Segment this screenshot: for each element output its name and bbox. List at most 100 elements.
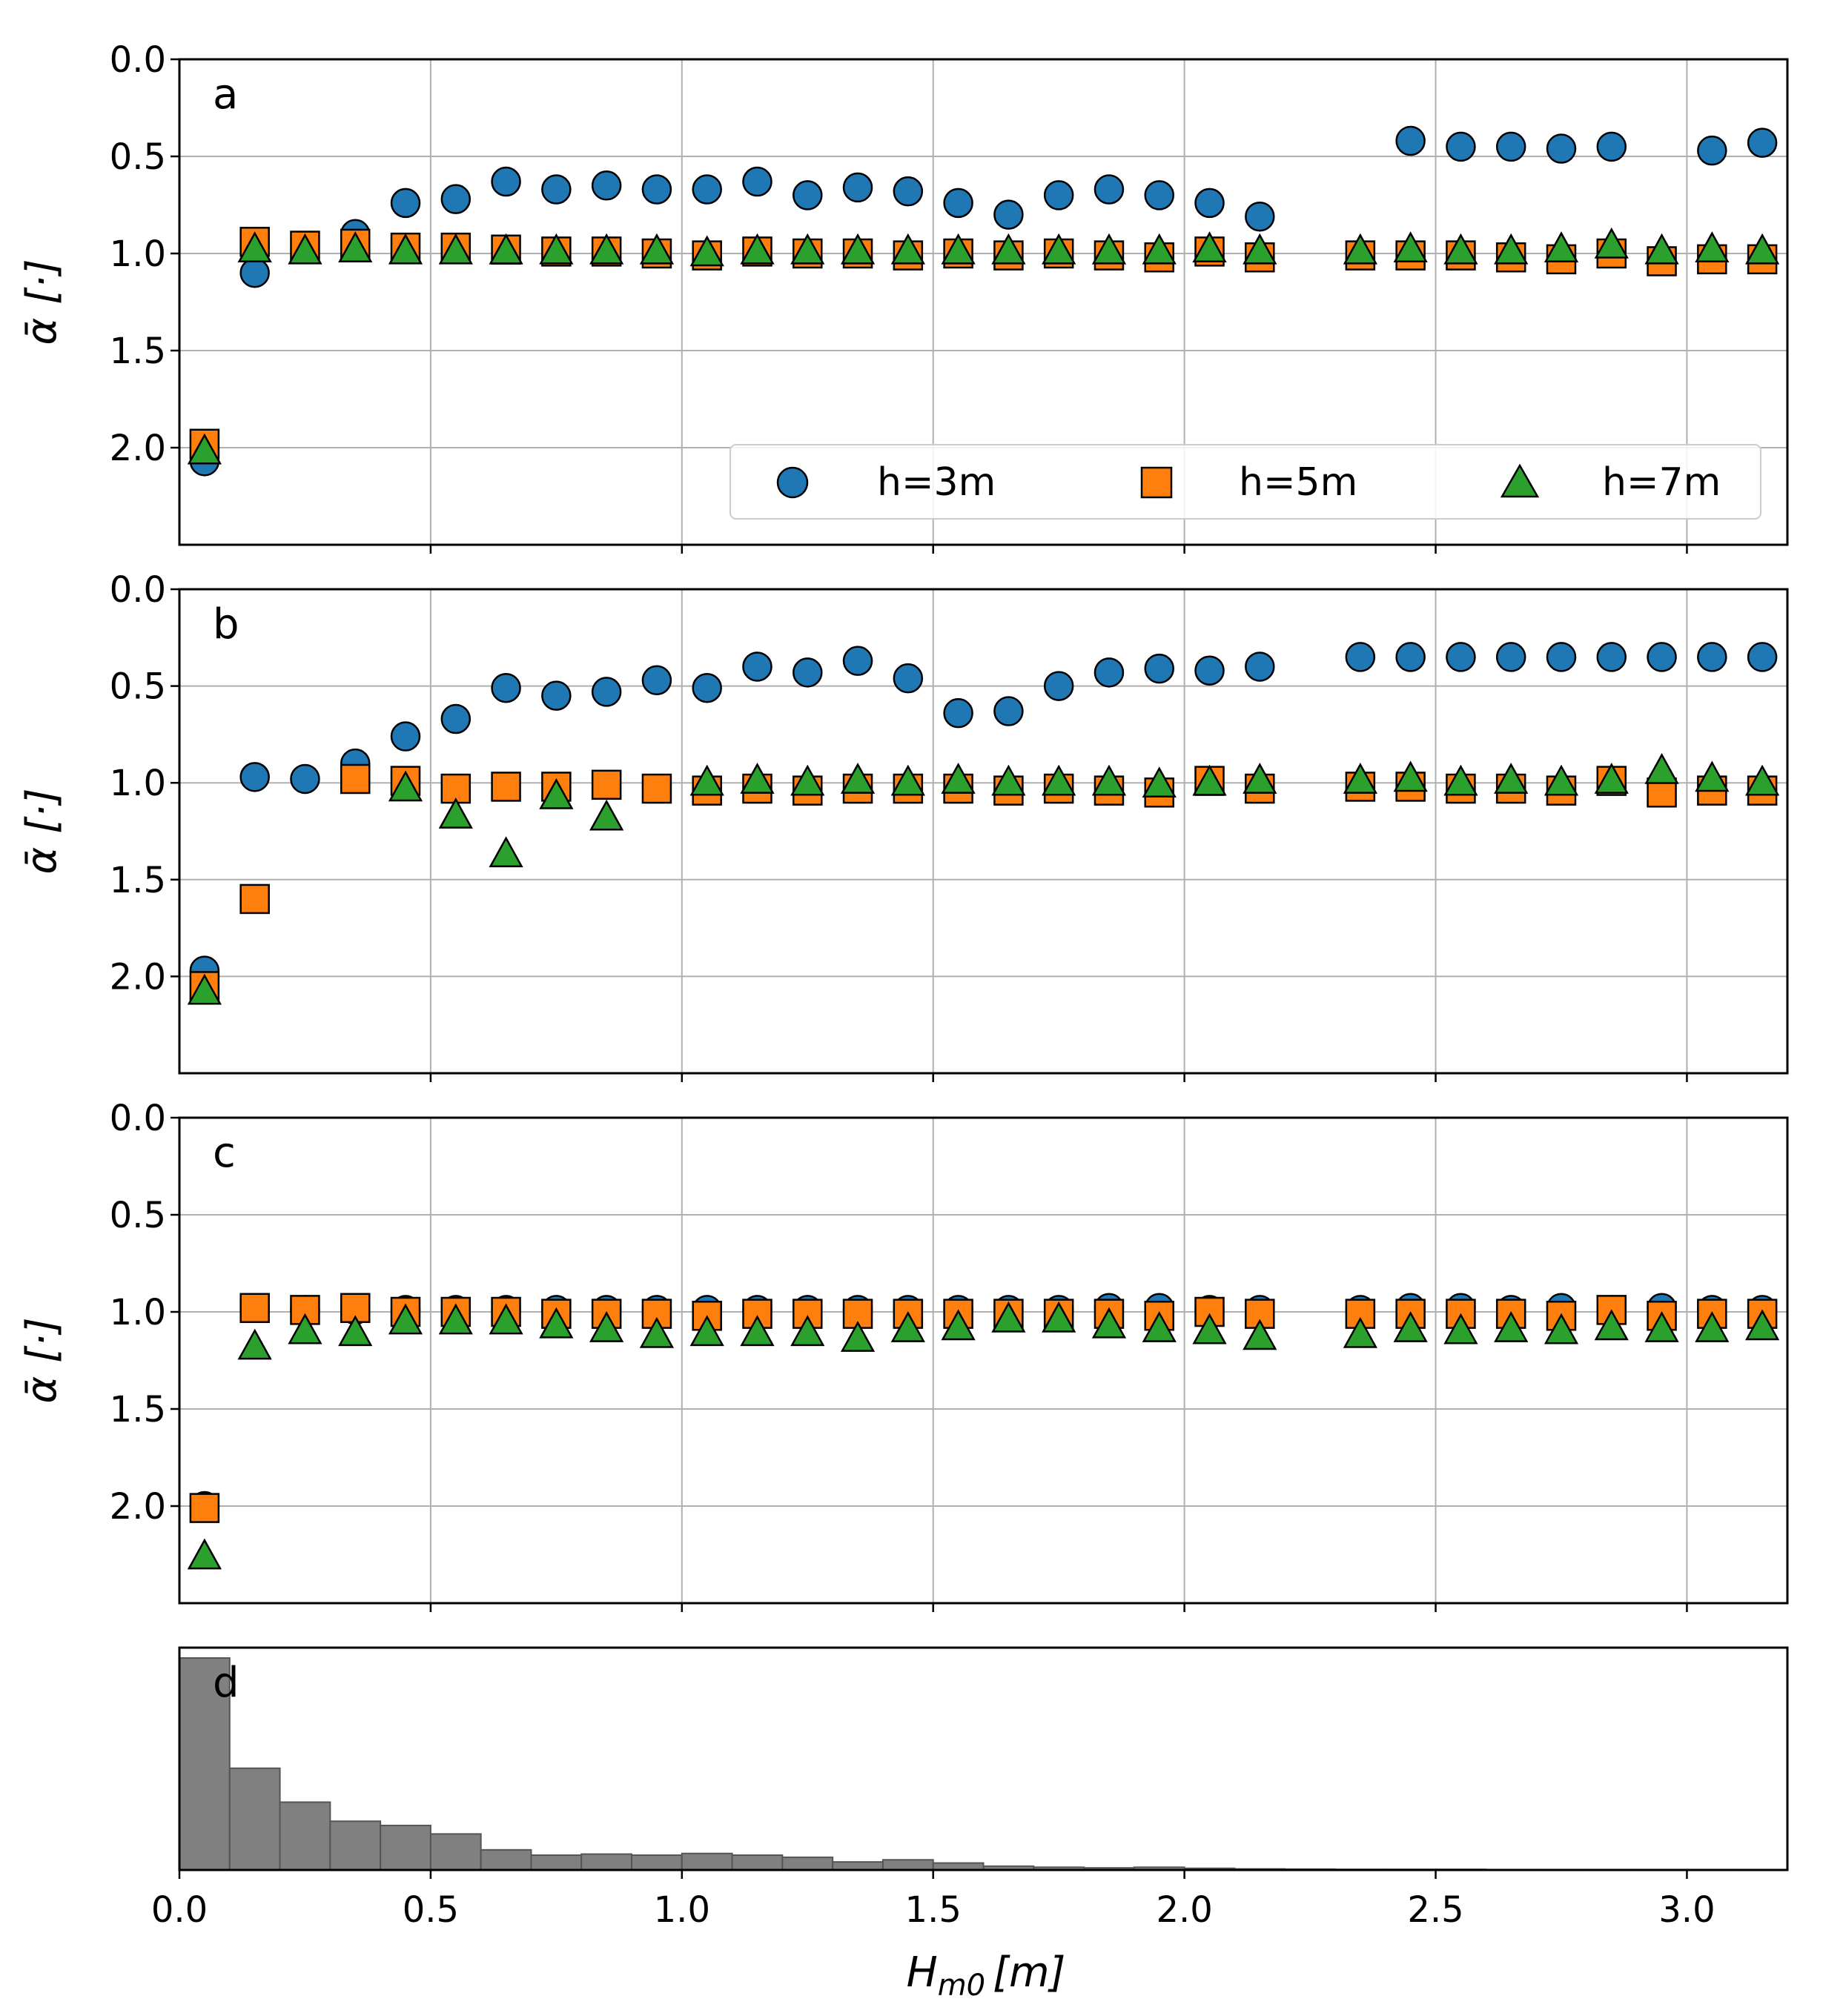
data-point-circle bbox=[1747, 642, 1778, 672]
x-tick-label: 1.5 bbox=[905, 1889, 962, 1931]
y-tick-label: 2.0 bbox=[110, 956, 166, 998]
panel-a-label: a bbox=[213, 70, 238, 119]
legend-frame bbox=[729, 444, 1761, 520]
panel-c-scatter: 0.0 0.5 1.0 1.5 2.0 c ᾱ [·] bbox=[18, 1098, 1789, 1612]
data-point-circle bbox=[993, 696, 1024, 726]
data-point-circle bbox=[1697, 135, 1727, 166]
data-point-square bbox=[239, 883, 270, 915]
data-point-circle bbox=[390, 721, 421, 752]
data-point-triangle bbox=[1544, 1313, 1579, 1344]
data-point-square bbox=[591, 769, 622, 800]
data-point-circle bbox=[641, 665, 672, 696]
y-tick-label: 0.0 bbox=[110, 569, 166, 611]
data-point-triangle bbox=[589, 799, 624, 831]
data-point-circle bbox=[239, 257, 270, 288]
data-point-circle bbox=[1194, 655, 1225, 686]
y-tick-label: 0.5 bbox=[110, 666, 166, 708]
data-point-triangle bbox=[1042, 233, 1076, 265]
x-axis-label: Hm0 [m] bbox=[907, 1949, 1066, 2003]
data-point-triangle bbox=[1544, 764, 1579, 796]
data-point-triangle bbox=[438, 1303, 473, 1335]
data-point-square bbox=[340, 763, 371, 795]
data-point-circle bbox=[1144, 180, 1174, 210]
data-point-triangle bbox=[489, 836, 523, 868]
data-point-triangle bbox=[1343, 1316, 1377, 1348]
data-point-triangle bbox=[1243, 1319, 1277, 1350]
data-point-triangle bbox=[187, 973, 222, 1005]
data-point-circle bbox=[390, 188, 421, 219]
data-point-circle bbox=[943, 188, 973, 219]
data-point-triangle bbox=[790, 764, 825, 796]
histogram-bar bbox=[480, 1848, 532, 1871]
histogram-bar bbox=[832, 1861, 884, 1871]
data-point-circle bbox=[692, 672, 722, 703]
data-point-circle bbox=[1446, 131, 1476, 162]
histogram-bar bbox=[681, 1852, 733, 1871]
y-tick-label: 0.0 bbox=[110, 1098, 166, 1139]
data-point-triangle bbox=[1343, 763, 1377, 794]
data-point-square bbox=[641, 773, 672, 804]
data-point-triangle bbox=[1142, 1310, 1177, 1342]
data-point-triangle bbox=[890, 1310, 925, 1342]
data-point-circle bbox=[440, 703, 472, 735]
panel-b-series bbox=[187, 642, 1780, 1005]
x-axis-ticks: 0.0 0.5 1.0 1.5 2.0 2.5 3.0 bbox=[151, 1870, 1716, 1931]
panel-c-frame bbox=[178, 1116, 1789, 1605]
data-point-circle bbox=[591, 170, 622, 201]
data-point-triangle bbox=[388, 233, 423, 265]
data-point-triangle bbox=[1744, 1309, 1780, 1341]
histogram-bar bbox=[279, 1801, 331, 1871]
data-point-triangle bbox=[539, 1307, 574, 1339]
data-point-triangle bbox=[1393, 760, 1428, 792]
series-h=7m bbox=[187, 1301, 1780, 1570]
data-point-triangle bbox=[1695, 760, 1730, 792]
data-point-triangle bbox=[1744, 233, 1780, 265]
data-point-circle bbox=[793, 657, 823, 688]
y-tick-label: 1.5 bbox=[110, 331, 166, 372]
data-point-circle bbox=[1395, 642, 1426, 672]
data-point-triangle bbox=[388, 770, 423, 802]
data-point-circle bbox=[1043, 671, 1074, 701]
panel-a-y-axis-label: ᾱ [·] bbox=[18, 259, 66, 345]
data-point-triangle bbox=[1644, 233, 1679, 265]
data-point-triangle bbox=[1192, 231, 1227, 263]
data-point-circle bbox=[742, 651, 772, 682]
legend-entry-h7: h=7m bbox=[1602, 460, 1721, 505]
data-point-triangle bbox=[1243, 763, 1277, 794]
data-point-triangle bbox=[187, 1538, 222, 1570]
histogram-bar bbox=[228, 1767, 281, 1871]
data-point-triangle bbox=[1243, 233, 1277, 265]
panel-c-series bbox=[187, 1293, 1780, 1570]
data-point-triangle bbox=[790, 1315, 825, 1347]
y-tick-label: 1.0 bbox=[110, 1292, 166, 1333]
data-point-circle bbox=[1345, 642, 1376, 672]
data-point-triangle bbox=[438, 233, 473, 265]
data-point-triangle bbox=[941, 763, 976, 794]
y-tick-label: 1.5 bbox=[110, 1389, 166, 1430]
data-point-triangle bbox=[539, 777, 574, 809]
data-point-triangle bbox=[438, 798, 473, 829]
data-point-triangle bbox=[1644, 1310, 1679, 1342]
panel-d-frame bbox=[178, 1646, 1789, 1871]
x-axis-label-unit: [m] bbox=[993, 1949, 1065, 1997]
data-point-circle bbox=[893, 176, 924, 207]
data-point-circle bbox=[1194, 188, 1225, 219]
data-point-triangle bbox=[1744, 764, 1780, 796]
data-point-triangle bbox=[1695, 231, 1730, 263]
data-point-triangle bbox=[1343, 233, 1377, 265]
series-h=7m bbox=[187, 227, 1780, 465]
data-point-circle bbox=[1446, 642, 1476, 672]
y-tick-label: 0.0 bbox=[110, 39, 166, 81]
data-point-triangle bbox=[237, 1328, 272, 1360]
data-point-circle bbox=[591, 677, 622, 707]
data-point-triangle bbox=[1393, 231, 1428, 263]
data-point-square bbox=[189, 1493, 220, 1523]
panel-c-label: c bbox=[213, 1129, 236, 1177]
data-point-triangle bbox=[1494, 1310, 1529, 1342]
data-point-circle bbox=[842, 172, 873, 203]
y-tick-label: 1.5 bbox=[110, 860, 166, 901]
data-point-circle bbox=[641, 174, 672, 205]
panel-b-y-axis-label: ᾱ [·] bbox=[18, 788, 66, 874]
data-point-triangle bbox=[589, 233, 624, 265]
